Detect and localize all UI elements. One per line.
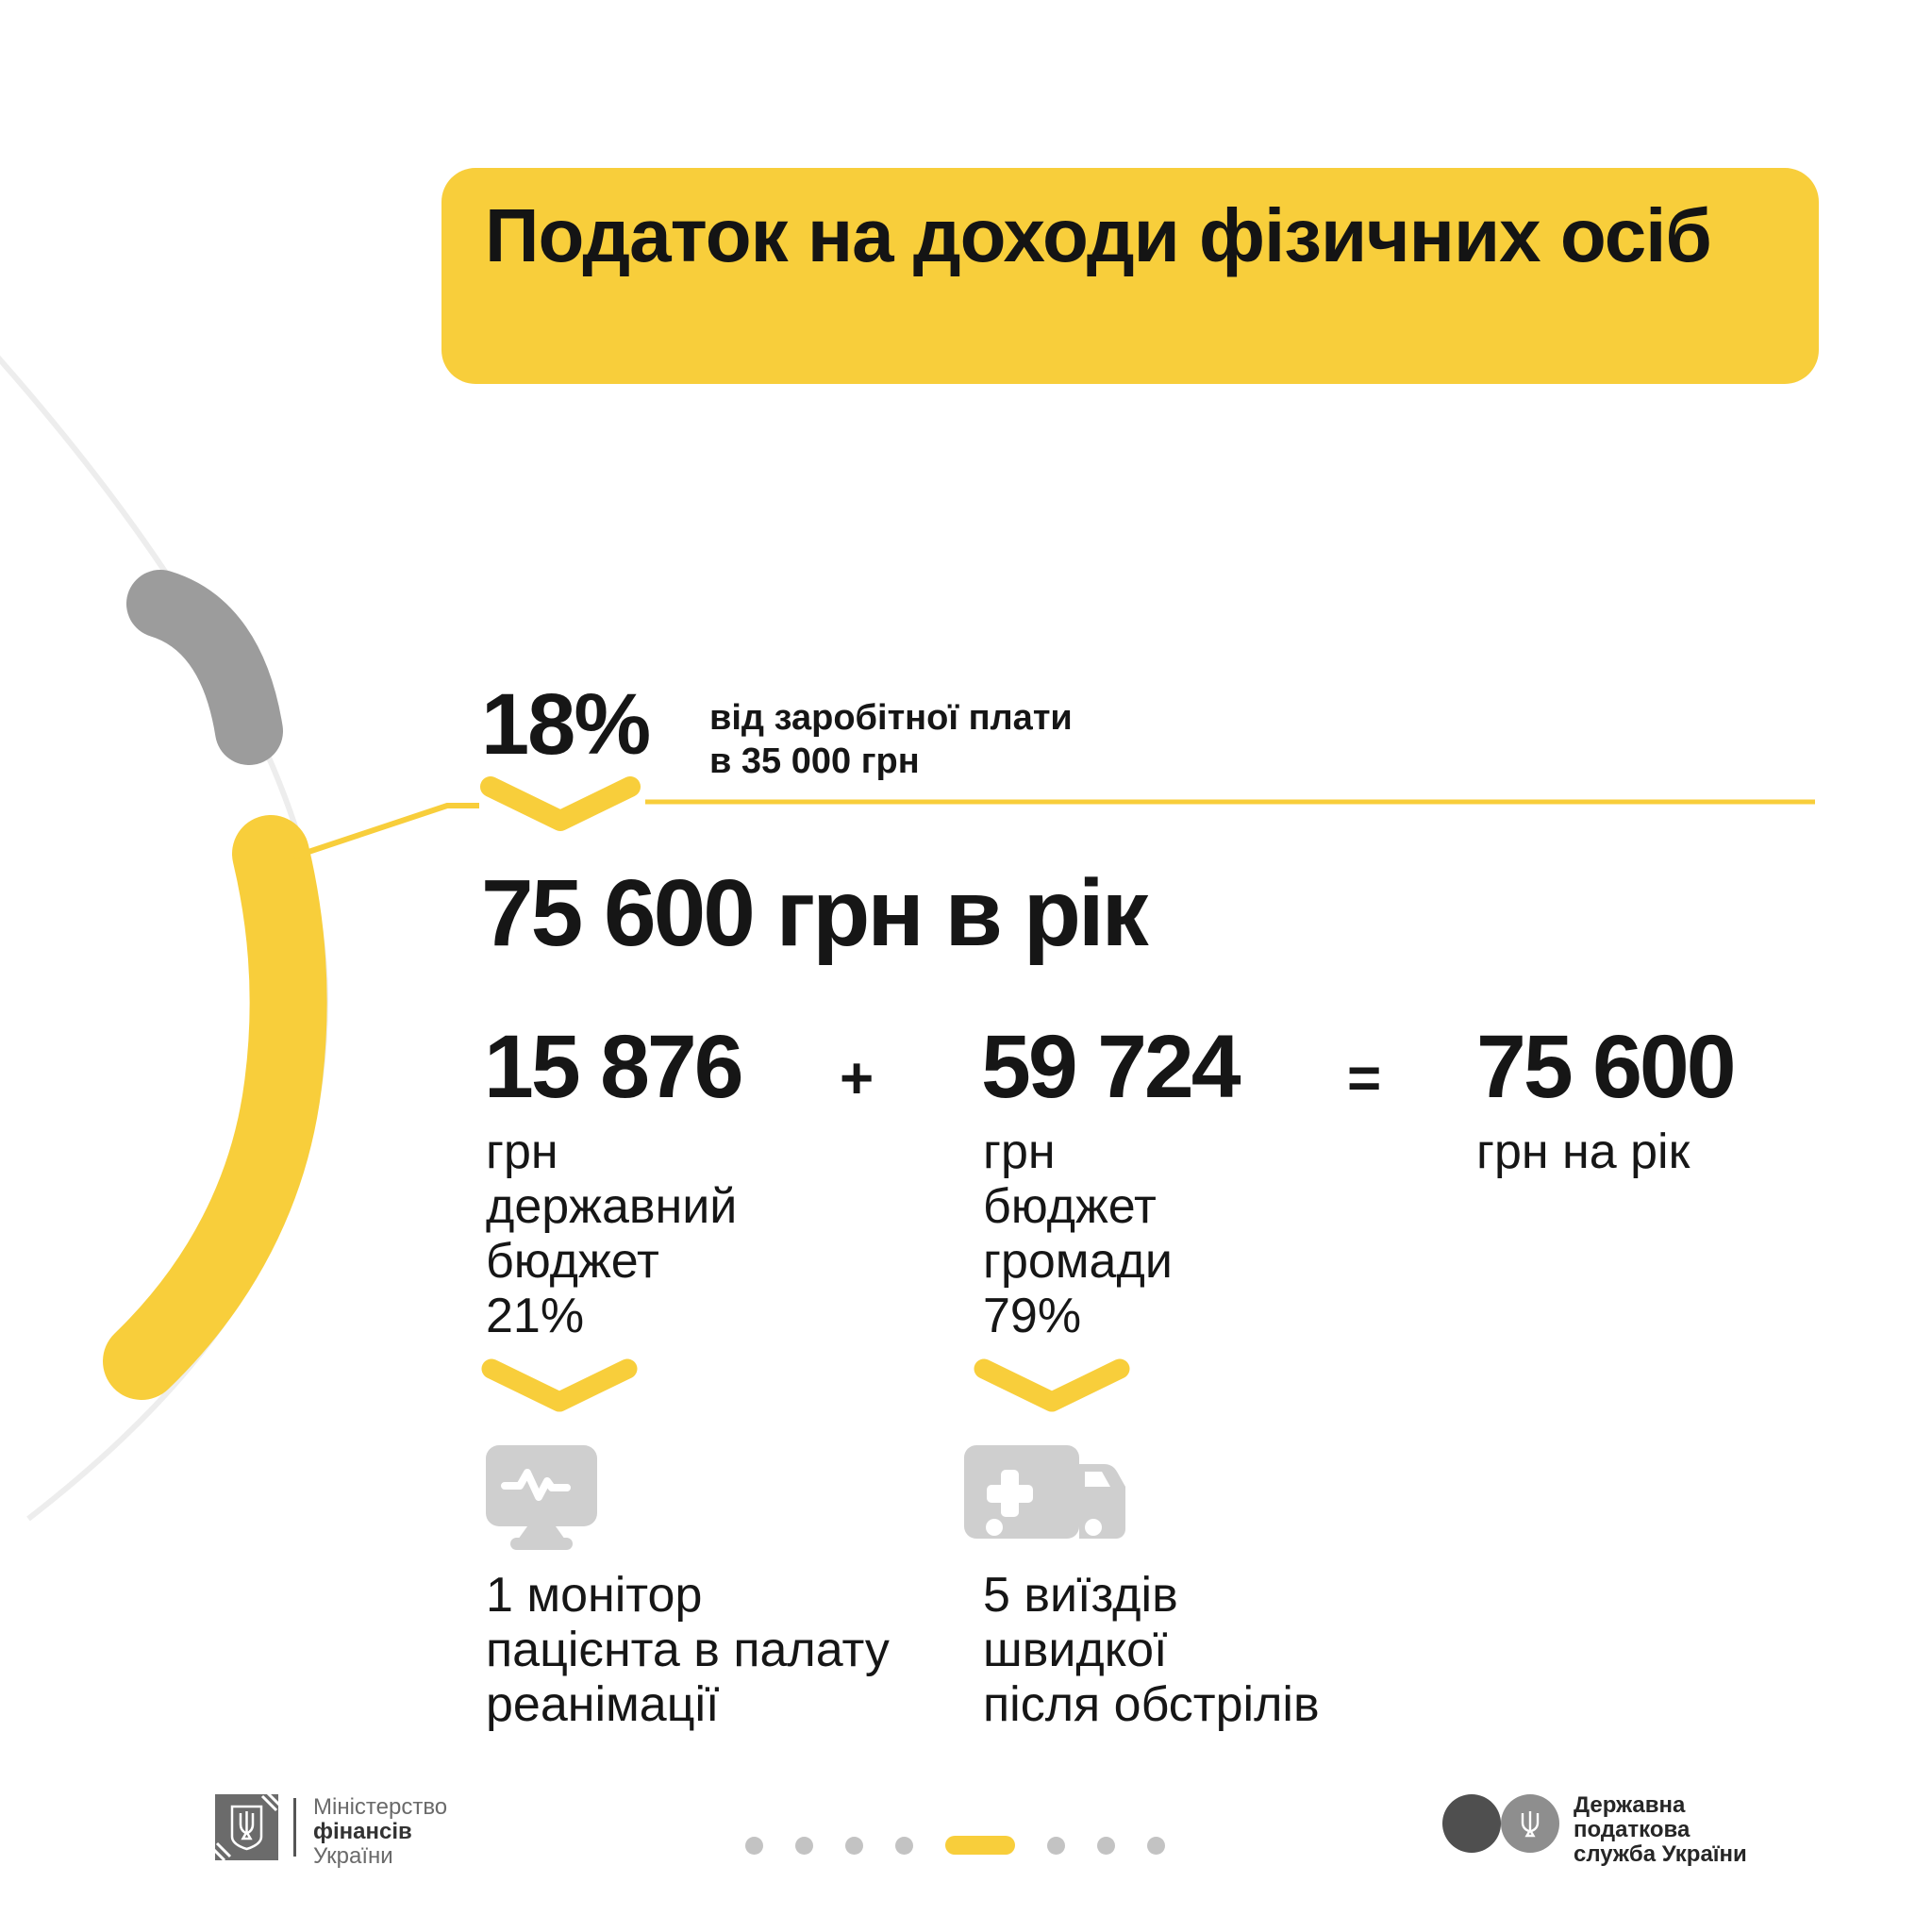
patient-monitor-icon: [486, 1445, 597, 1550]
label-line: бюджет: [486, 1234, 659, 1289]
logo-divider: [293, 1798, 296, 1857]
gray-arc-segment: [126, 570, 283, 765]
equals-sign: =: [1347, 1046, 1382, 1111]
minfin-emblem-icon: [215, 1794, 278, 1860]
carousel-pagination: [745, 1836, 1165, 1855]
community-budget-label: грн бюджет громади 79%: [983, 1124, 1173, 1343]
minfin-line3: України: [313, 1843, 393, 1869]
tax-rate-desc-line2: в 35 000 грн: [709, 741, 920, 781]
community-example-caption: 5 виїздів швидкої після обстрілів: [983, 1568, 1320, 1732]
caption-line: реанімації: [486, 1677, 720, 1732]
minfin-logo-text: Міністерство фінансів України: [313, 1795, 447, 1869]
label-line: грн: [983, 1124, 1056, 1179]
page-dot: [845, 1836, 863, 1855]
page-dot: [1147, 1836, 1165, 1855]
ambulance-icon: [964, 1445, 1125, 1539]
caption-line: 5 виїздів: [983, 1568, 1178, 1623]
page-title: Податок на доходи фізичних осіб: [485, 193, 1712, 277]
community-budget-amount: 59 724: [981, 1017, 1241, 1117]
chevron-down-icon: [974, 1358, 1130, 1412]
yearly-total-heading: 75 600 грн в рік: [481, 860, 1149, 966]
caption-line: пацієнта в палату: [486, 1623, 890, 1677]
page-dot: [745, 1836, 763, 1855]
page-dot: [1097, 1836, 1115, 1855]
title-banner: Податок на доходи фізичних осіб: [441, 168, 1819, 384]
tax-service-emblem-icon: [1442, 1794, 1559, 1853]
page-dot-active: [945, 1836, 1015, 1855]
minfin-line1: Міністерство: [313, 1794, 448, 1820]
chevron-down-icon: [481, 1358, 638, 1412]
caption-line: після обстрілів: [983, 1677, 1320, 1732]
minfin-line2: фінансів: [313, 1819, 412, 1844]
tax-service-logo-text: Державна податкова служба України: [1574, 1793, 1747, 1867]
tax-line1: Державна: [1574, 1792, 1686, 1818]
page-dot: [795, 1836, 813, 1855]
chevron-down-icon: [480, 776, 641, 831]
total-label: грн на рік: [1476, 1124, 1690, 1179]
tax-line3: служба України: [1574, 1841, 1747, 1867]
label-line: 21%: [486, 1289, 585, 1343]
state-budget-label: грн державний бюджет 21%: [486, 1124, 737, 1343]
connector-line: [293, 803, 479, 859]
yellow-arc-segment: [103, 815, 327, 1400]
tax-rate-description: від заробітної плати в 35 000 грн: [709, 696, 1073, 783]
caption-line: швидкої: [983, 1623, 1168, 1677]
total-amount: 75 600: [1476, 1017, 1737, 1117]
label-line: грн: [486, 1124, 558, 1179]
label-line: громади: [983, 1234, 1173, 1289]
state-budget-amount: 15 876: [484, 1017, 744, 1117]
tax-line2: податкова: [1574, 1817, 1690, 1842]
label-line: 79%: [983, 1289, 1082, 1343]
tax-rate-desc-line1: від заробітної плати: [709, 698, 1073, 738]
caption-line: 1 монітор: [486, 1568, 703, 1623]
label-line: бюджет: [983, 1179, 1157, 1234]
page-dot: [1047, 1836, 1065, 1855]
tax-rate-value: 18%: [481, 676, 651, 773]
page-dot: [895, 1836, 913, 1855]
state-example-caption: 1 монітор пацієнта в палату реанімації: [486, 1568, 890, 1732]
label-line: державний: [486, 1179, 738, 1234]
plus-sign: +: [840, 1046, 874, 1111]
